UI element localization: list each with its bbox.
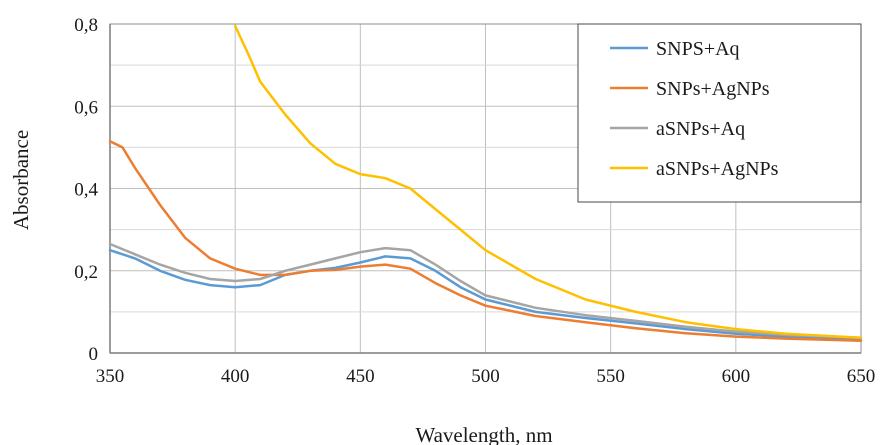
x-tick-label: 650 [847,366,876,387]
series-line-1 [108,248,863,340]
legend: SNPS+Aq SNPs+AgNPs aSNPs+Aq aSNPs+AgNPs [577,23,862,203]
legend-box [577,23,862,203]
y-tick-label: 0,8 [74,15,98,36]
y-tick-label: 0,2 [74,262,98,283]
legend-label: aSNPs+AgNPs [656,158,779,180]
y-axis-ticks: 0 0,2 0,4 0,6 0,8 [74,15,98,365]
y-axis-title: Absorbance [9,130,33,230]
series-line-2 [108,139,863,342]
x-tick-label: 400 [221,366,250,387]
y-tick-label: 0,6 [74,97,98,118]
legend-label: SNPs+AgNPs [656,78,770,100]
y-tick-label: 0 [89,344,99,365]
x-tick-label: 450 [346,366,375,387]
legend-label: SNPS+Aq [656,38,740,60]
x-tick-label: 600 [722,366,751,387]
x-tick-label: 550 [596,366,625,387]
y-tick-label: 0,4 [74,180,98,201]
x-axis-ticks: 350 400 450 500 550 600 650 [96,366,876,387]
x-tick-label: 500 [471,366,500,387]
x-axis-title: Wavelength, nm [415,423,552,445]
series-line-3 [108,242,863,340]
series-line-4 [233,24,863,340]
legend-label: aSNPs+Aq [656,118,745,140]
series-layer [108,24,863,342]
x-tick-label: 350 [96,366,125,387]
